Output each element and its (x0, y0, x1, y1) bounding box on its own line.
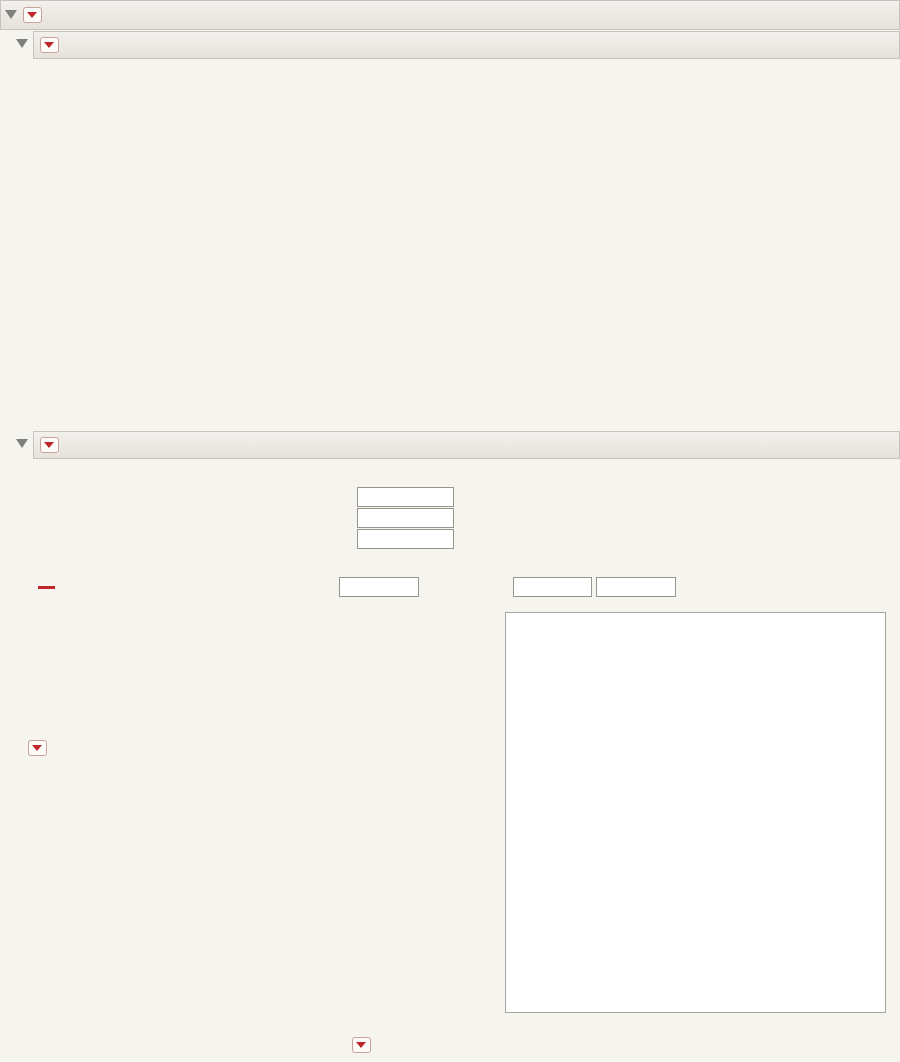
red-triangle-icon (356, 1042, 366, 1048)
red-triangle-icon (44, 442, 54, 448)
current-x-input-dna[interactable] (357, 508, 454, 528)
red-triangle-icon (27, 12, 37, 18)
red-triangle-icon (32, 745, 42, 751)
surface-plot-panel[interactable] (505, 612, 886, 1013)
lo-limit-input[interactable] (513, 577, 592, 597)
red-triangle-icon (44, 42, 54, 48)
contour-profiler-header-bar (33, 431, 900, 459)
red-menu-button-contour[interactable] (40, 437, 59, 453)
response-color-swatch (38, 586, 55, 589)
red-menu-button-yaxis[interactable] (28, 740, 47, 756)
contour-plot[interactable] (60, 606, 500, 1062)
red-menu-button-prediction[interactable] (40, 37, 59, 53)
contour-value-input[interactable] (339, 577, 419, 597)
disclosure-triangle-response[interactable] (5, 10, 17, 19)
current-x-input-time[interactable] (357, 487, 454, 507)
disclosure-triangle-prediction[interactable] (16, 39, 28, 48)
surface-plot-canvas[interactable] (506, 613, 885, 1012)
red-menu-button-response[interactable] (23, 7, 42, 23)
response-header-bar (0, 0, 900, 30)
red-menu-button-xaxis[interactable] (352, 1037, 371, 1053)
hi-limit-input[interactable] (596, 577, 676, 597)
current-x-input-temp[interactable] (357, 529, 454, 549)
disclosure-triangle-contour[interactable] (16, 439, 28, 448)
prediction-profiler-plot[interactable] (0, 62, 900, 430)
prediction-profiler-header-bar (33, 31, 900, 59)
